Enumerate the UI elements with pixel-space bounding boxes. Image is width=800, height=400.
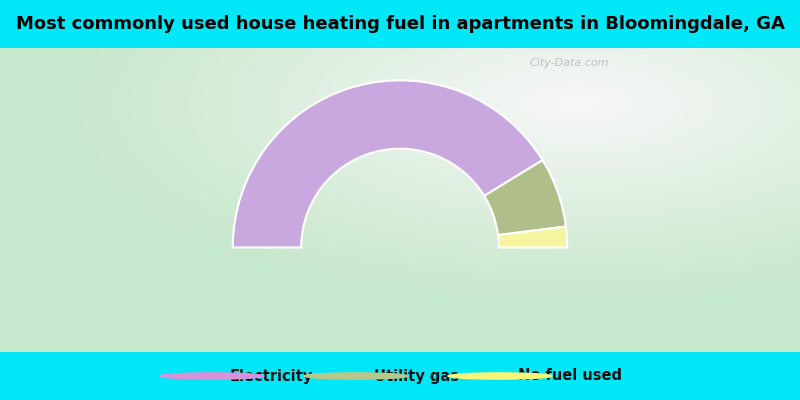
Circle shape (304, 373, 408, 379)
Text: City-Data.com: City-Data.com (530, 58, 609, 68)
Wedge shape (498, 226, 567, 248)
Text: Utility gas: Utility gas (374, 368, 458, 384)
Wedge shape (484, 160, 566, 235)
Circle shape (448, 373, 552, 379)
Text: No fuel used: No fuel used (518, 368, 622, 384)
Wedge shape (233, 80, 542, 248)
Circle shape (160, 373, 264, 379)
Text: Electricity: Electricity (230, 368, 313, 384)
Text: Most commonly used house heating fuel in apartments in Bloomingdale, GA: Most commonly used house heating fuel in… (15, 15, 785, 33)
